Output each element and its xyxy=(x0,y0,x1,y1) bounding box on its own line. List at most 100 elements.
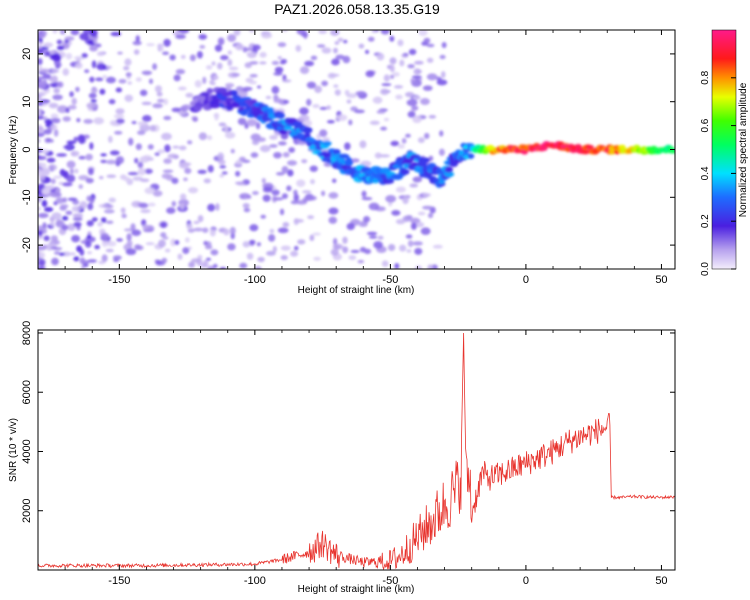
spectrogram-noise-blob xyxy=(426,43,435,48)
spectrogram-noise-blob xyxy=(147,144,154,150)
spectrogram-noise-blob xyxy=(277,42,287,48)
spectrogram-noise-blob xyxy=(243,207,251,213)
spectrogram-noise-blob xyxy=(286,160,298,166)
spectrogram-noise-blob xyxy=(350,249,360,253)
spectrogram-noise-blob xyxy=(277,56,282,60)
spectrogram-noise-blob xyxy=(187,228,195,233)
spectrogram-noise-blob xyxy=(65,107,70,113)
spectrogram-noise-blob xyxy=(101,239,108,248)
spectrogram-noise-blob xyxy=(319,129,328,137)
spectrogram-noise-blob xyxy=(271,60,280,66)
spectrogram-xtick-label: 50 xyxy=(655,274,667,286)
spectrogram-noise-blob xyxy=(74,168,79,174)
spectrogram-noise-blob xyxy=(397,144,405,149)
spectrogram-noise-blob xyxy=(207,165,214,173)
spectrogram-noise-blob xyxy=(257,256,265,263)
spectrogram-noise-blob xyxy=(227,34,237,42)
spectrogram-noise-blob xyxy=(71,234,81,243)
spectrogram-noise-blob xyxy=(410,78,416,84)
spectrogram-noise-blob xyxy=(412,241,423,246)
spectrogram-noise-blob xyxy=(167,153,178,159)
spectrogram-noise-blob xyxy=(227,50,232,55)
spectrogram-noise-blob xyxy=(376,52,385,61)
spectrogram-noise-blob xyxy=(224,131,236,139)
spectrogram-noise-blob xyxy=(218,122,227,127)
spectrogram-noise-blob xyxy=(160,232,167,238)
spectrogram-noise-blob xyxy=(223,125,229,134)
spectrogram-noise-blob xyxy=(438,148,445,156)
spectrogram-noise-blob xyxy=(53,175,62,179)
spectrogram-noise-blob xyxy=(297,239,306,245)
spectrogram-noise-blob xyxy=(374,152,382,159)
spectrogram-noise-blob xyxy=(138,202,149,209)
spectrogram-noise-blob xyxy=(71,205,81,212)
spectrogram-noise-blob xyxy=(134,157,139,164)
spectrogram-noise-blob xyxy=(389,35,395,42)
spectrogram-noise-blob xyxy=(391,209,401,216)
spectrogram-noise-blob xyxy=(62,182,73,187)
spectrogram-noise-blob xyxy=(58,181,64,186)
spectrogram-noise-blob xyxy=(252,44,261,51)
spectrogram-noise-blob xyxy=(75,62,83,69)
spectrogram-noise-blob xyxy=(64,36,75,41)
spectrogram-noise-blob xyxy=(89,76,95,83)
spectrogram-noise-blob xyxy=(302,119,312,127)
spectrogram-noise-blob xyxy=(365,49,370,54)
spectrogram-noise-blob xyxy=(358,223,368,227)
spectrogram-noise-blob xyxy=(171,200,177,207)
spectrogram-noise-blob xyxy=(102,75,108,79)
spectrogram-noise-blob xyxy=(413,68,422,75)
spectrogram-noise-blob xyxy=(214,44,223,52)
spectrogram-noise-blob xyxy=(53,87,60,94)
spectrogram-noise-blob xyxy=(379,154,390,158)
spectrogram-noise-blob xyxy=(39,174,46,181)
spectrogram-ridge-blob xyxy=(283,126,293,131)
spectrogram-noise-blob xyxy=(174,239,180,245)
spectrogram-noise-blob xyxy=(361,197,373,201)
spectrogram-noise-blob xyxy=(52,30,58,34)
spectrogram-noise-blob xyxy=(260,214,266,219)
spectrogram-noise-blob xyxy=(256,242,262,247)
spectrogram-noise-blob xyxy=(70,30,80,36)
spectrogram-noise-blob xyxy=(414,247,423,255)
spectrogram-noise-blob xyxy=(203,240,208,246)
spectrogram-noise-blob xyxy=(98,175,104,180)
spectrogram-noise-blob xyxy=(163,158,172,164)
spectrogram-noise-blob xyxy=(346,222,355,231)
spectrogram-noise-blob xyxy=(240,195,245,200)
spectrogram-noise-blob xyxy=(38,76,45,80)
spectrogram-noise-blob xyxy=(203,178,211,184)
spectrogram-noise-blob xyxy=(162,51,170,55)
spectrogram-noise-blob xyxy=(359,246,367,253)
spectrogram-noise-blob xyxy=(126,233,132,241)
spectrogram-noise-blob xyxy=(178,145,187,151)
spectrogram-noise-blob xyxy=(116,118,125,124)
spectrogram-noise-blob xyxy=(93,117,105,125)
spectrogram-noise-blob xyxy=(231,73,241,77)
spectrogram-noise-blob xyxy=(121,213,127,219)
spectrogram-noise-blob xyxy=(402,196,409,205)
spectrogram-noise-blob xyxy=(50,245,58,250)
spectrogram-noise-blob xyxy=(204,245,213,250)
spectrogram-noise-blob xyxy=(415,265,423,269)
spectrogram-noise-blob xyxy=(202,76,207,84)
spectrogram-noise-blob xyxy=(88,92,97,99)
spectrogram-ytick-label: 20 xyxy=(21,48,33,60)
spectrogram-noise-blob xyxy=(134,244,141,251)
spectrogram-noise-blob xyxy=(50,221,55,227)
spectrogram-noise-blob xyxy=(282,151,290,158)
spectrogram-noise-blob xyxy=(86,102,97,109)
spectrogram-ridge-blob xyxy=(420,157,429,163)
spectrogram-ridge-blob xyxy=(302,126,313,134)
spectrogram-noise-blob xyxy=(342,236,348,244)
spectrogram-noise-blob xyxy=(411,105,419,111)
spectrogram-noise-blob xyxy=(124,58,132,66)
spectrogram-ridge-blob xyxy=(332,148,341,155)
spectrogram-noise-blob xyxy=(239,262,248,269)
spectrogram-noise-blob xyxy=(407,240,414,248)
spectrogram-noise-blob xyxy=(282,222,290,228)
spectrogram-noise-blob xyxy=(310,179,315,185)
spectrogram-noise-blob xyxy=(256,137,266,143)
spectrogram-noise-blob xyxy=(306,98,312,106)
